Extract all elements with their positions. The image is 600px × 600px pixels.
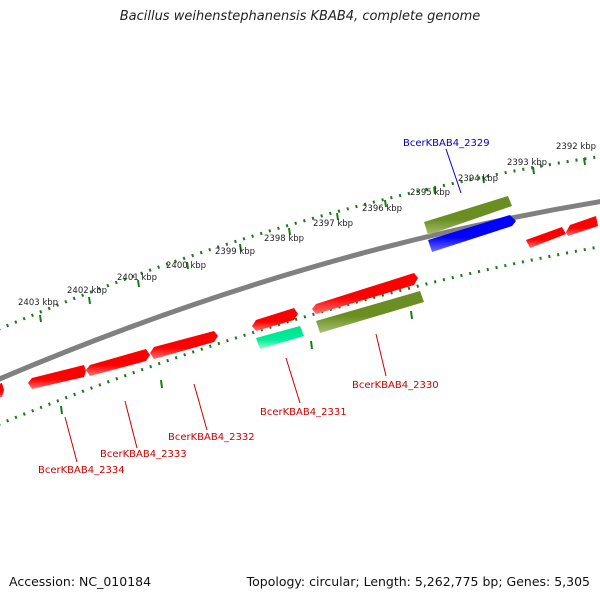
gene-label-2330: BcerKBAB4_2330: [352, 380, 439, 391]
gene-feature: [424, 196, 512, 235]
accession-text: Accession: NC_010184: [9, 574, 152, 589]
gene-labels: BcerKBAB4_2329 BcerKBAB4_2330 BcerKBAB4_…: [38, 138, 490, 476]
cds-feature: [150, 331, 218, 359]
cds-feature: [526, 227, 566, 248]
gene-feature: [316, 291, 424, 333]
outer-scale-ring: [0, 154, 600, 331]
scale-label: 2396 kbp: [362, 204, 402, 214]
reverse-features: [256, 291, 424, 349]
gene-label-2334: BcerKBAB4_2334: [38, 465, 125, 476]
cds-feature: [28, 365, 86, 389]
outer-major-ticks: [39, 157, 586, 323]
gene-label-2332: BcerKBAB4_2332: [168, 432, 255, 443]
scale-label: 2393 kbp: [507, 158, 547, 168]
scale-label: 2398 kbp: [264, 234, 304, 244]
scale-labels: 2392 kbp 2393 kbp 2394 kbp 2395 kbp 2396…: [18, 142, 596, 308]
scale-label: 2401 kbp: [117, 273, 157, 283]
scale-label: 2400 kbp: [166, 261, 206, 271]
forward-features: [0, 196, 598, 398]
genome-backbone: [0, 199, 600, 382]
scale-label: 2403 kbp: [18, 298, 58, 308]
cds-feature: [566, 216, 598, 236]
scale-label: 2399 kbp: [215, 247, 255, 257]
scale-label: 2392 kbp: [556, 142, 596, 152]
gene-label-2331: BcerKBAB4_2331: [260, 407, 347, 418]
label-leader-lines: [64, 148, 462, 463]
map-title: Bacillus weihenstephanensis KBAB4, compl…: [119, 9, 481, 24]
rna-feature: [256, 326, 304, 349]
scale-label: 2395 kbp: [410, 188, 450, 198]
scale-label: 2394 kbp: [458, 174, 498, 184]
cds-feature: [86, 349, 150, 376]
inner-scale-ring: [0, 245, 600, 426]
cds-feature: [252, 308, 298, 331]
gene-label-2329: BcerKBAB4_2329: [403, 138, 490, 149]
gene-label-2333: BcerKBAB4_2333: [100, 449, 187, 460]
cds-feature: [0, 383, 4, 398]
cds-feature: [312, 273, 418, 314]
inner-major-ticks: [60, 310, 413, 415]
scale-label: 2402 kbp: [67, 286, 107, 296]
scale-label: 2397 kbp: [313, 219, 353, 229]
gene-feature: [428, 215, 516, 252]
genome-summary-text: Topology: circular; Length: 5,262,775 bp…: [246, 574, 590, 589]
